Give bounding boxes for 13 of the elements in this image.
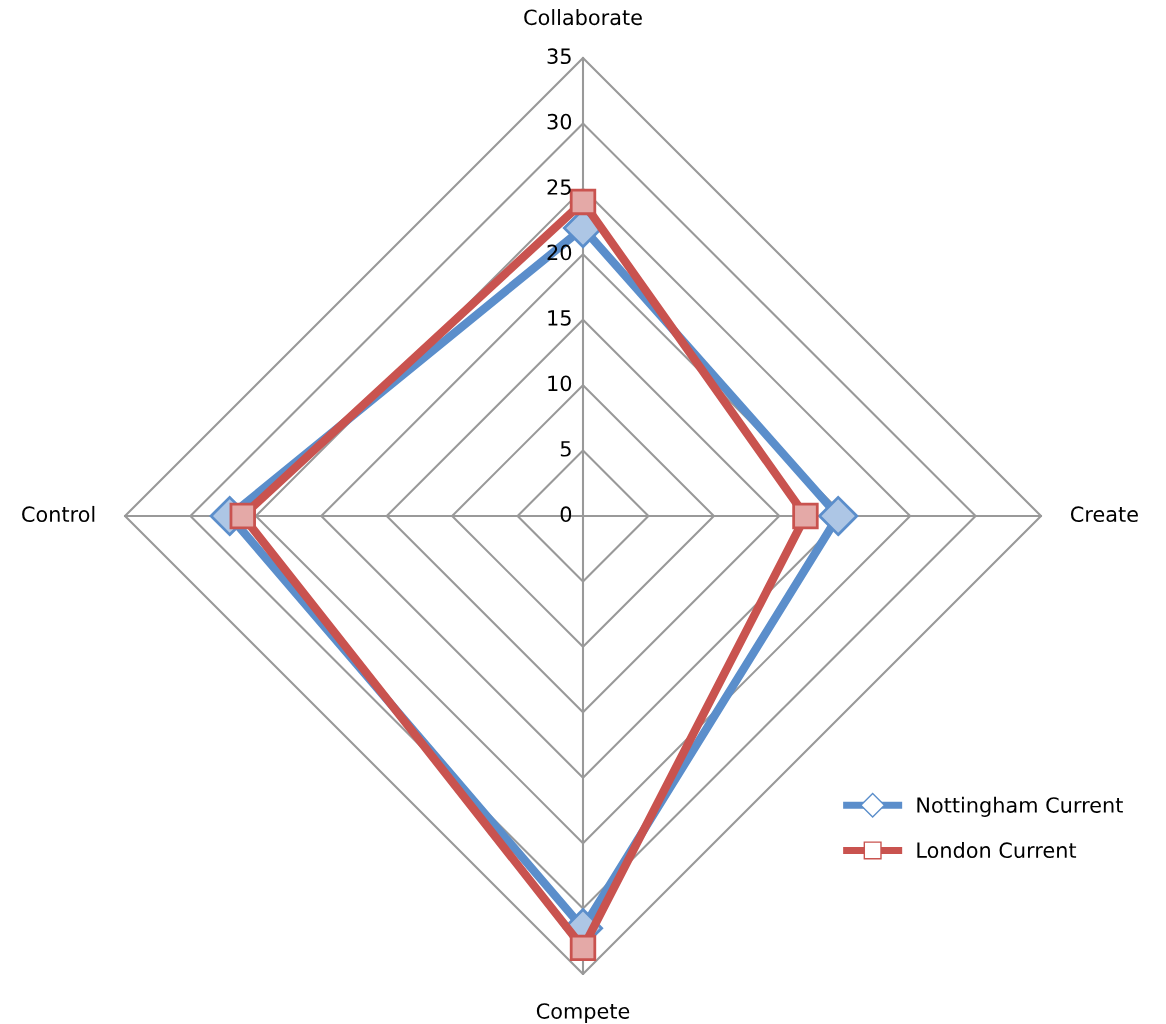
y-tick-label: 5 [560, 441, 571, 457]
spoke-label: Control [22, 505, 95, 523]
y-tick-label: 30 [547, 113, 572, 130]
spoke-label: Collaborate [524, 9, 642, 26]
spoke-label: Compete [536, 1003, 630, 1023]
y-tick-label: 15 [548, 310, 571, 326]
y-tick-label: 35 [547, 48, 571, 65]
legend-label: Nottingham Current [917, 796, 1123, 817]
legend-label: London Current [917, 841, 1077, 859]
spoke-label: Create [1070, 506, 1138, 523]
y-tick-label: 10 [548, 375, 572, 392]
y-tick-label: 25 [547, 179, 571, 195]
y-tick-label: 0 [560, 506, 572, 523]
